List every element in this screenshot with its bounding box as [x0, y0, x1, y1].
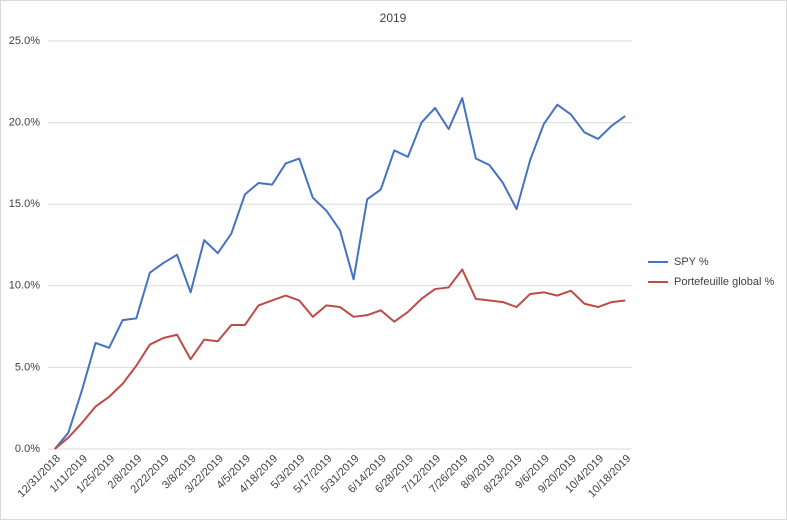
chart-title: 2019 — [380, 11, 407, 25]
y-tick-label: 20.0% — [9, 117, 40, 129]
series-line — [54, 268, 626, 450]
legend-label: Portefeuille global % — [674, 276, 775, 288]
series-line — [54, 97, 626, 450]
y-tick-label: 5.0% — [15, 361, 40, 373]
legend-label: SPY % — [674, 256, 709, 268]
y-tick-label: 25.0% — [9, 35, 40, 47]
y-tick-label: 10.0% — [9, 280, 40, 292]
y-tick-label: 0.0% — [15, 443, 40, 455]
y-tick-label: 15.0% — [9, 198, 40, 210]
